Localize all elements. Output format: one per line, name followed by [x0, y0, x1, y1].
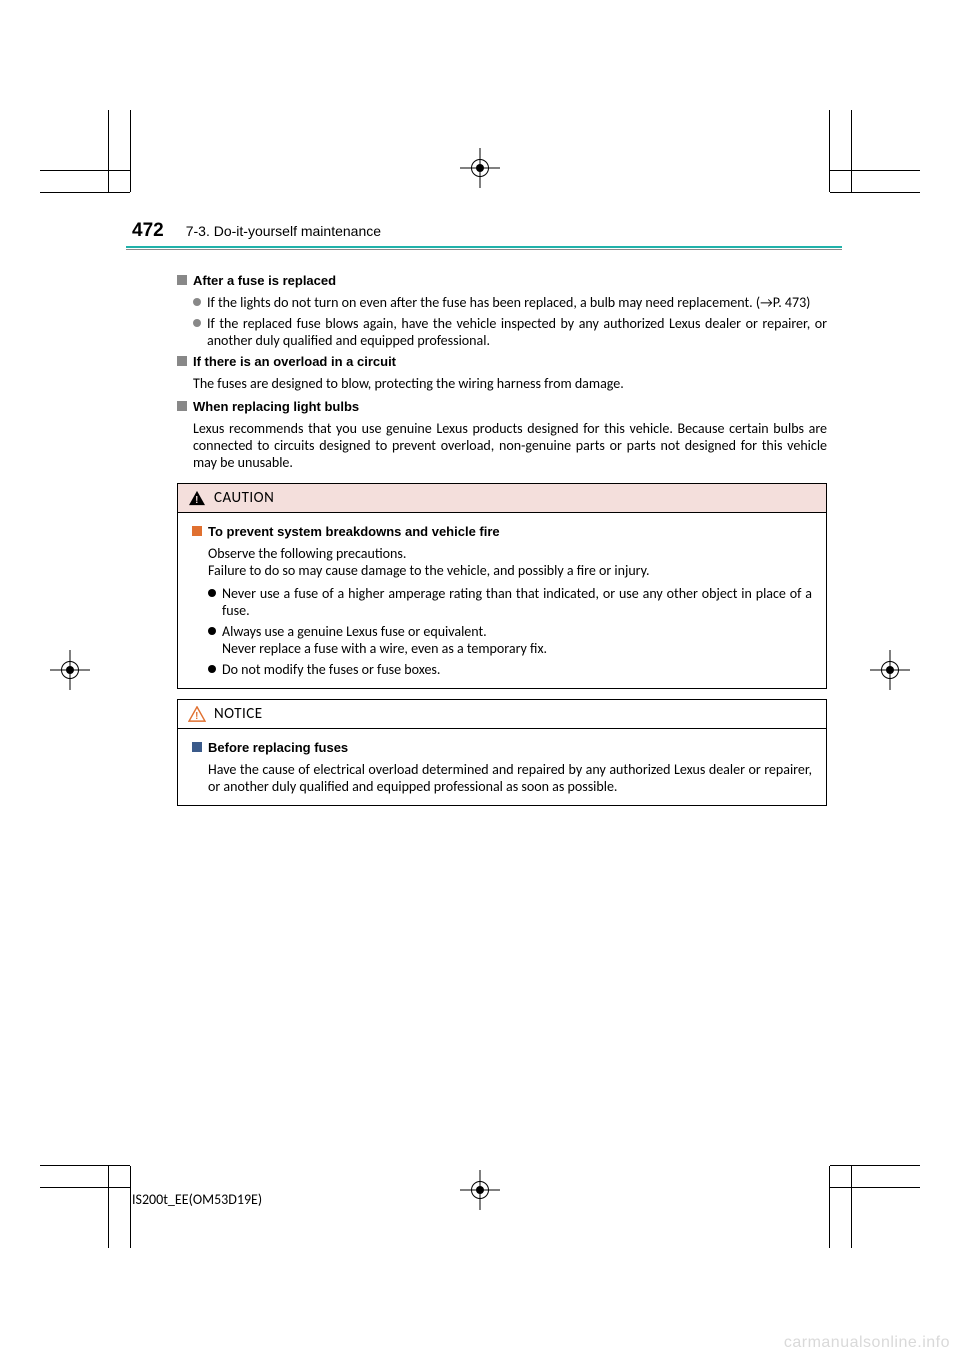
caution-body: To prevent system breakdowns and vehicle…	[178, 513, 826, 688]
square-bullet-icon	[192, 742, 202, 752]
list-item-text: If the replaced fuse blows again, have t…	[207, 315, 827, 349]
regmark-line	[851, 110, 852, 192]
svg-text:!: !	[195, 711, 199, 722]
regmark-line	[830, 192, 920, 193]
dot-bullet-icon	[193, 298, 201, 306]
regmark-line	[40, 1165, 130, 1166]
dot-bullet-icon	[208, 627, 216, 635]
dot-bullet-icon	[193, 319, 201, 327]
caution-box: ! CAUTION To prevent system breakdowns a…	[177, 483, 827, 689]
svg-text:!: !	[195, 495, 199, 506]
paragraph: Lexus recommends that you use genuine Le…	[193, 420, 827, 471]
paragraph: The fuses are designed to blow, protecti…	[193, 375, 827, 392]
list-item: If the replaced fuse blows again, have t…	[193, 315, 827, 349]
regmark-line	[130, 1166, 131, 1248]
page-content: After a fuse is replaced If the lights d…	[177, 272, 827, 806]
paragraph: Failure to do so may cause damage to the…	[208, 562, 812, 579]
paragraph: Have the cause of electrical overload de…	[208, 761, 812, 795]
regmark-line	[829, 110, 830, 192]
dot-bullet-icon	[208, 665, 216, 673]
list-item-text: If the lights do not turn on even after …	[207, 294, 827, 311]
caution-heading-text: To prevent system breakdowns and vehicle…	[208, 524, 500, 539]
caution-header: ! CAUTION	[178, 484, 826, 513]
square-bullet-icon	[177, 356, 187, 366]
section-title: 7-3. Do-it-yourself maintenance	[186, 223, 381, 239]
list-item-text: Always use a genuine Lexus fuse or equiv…	[222, 623, 812, 657]
notice-header: ! NOTICE	[178, 700, 826, 729]
section-heading: When replacing light bulbs	[177, 398, 827, 416]
caution-heading: To prevent system breakdowns and vehicle…	[192, 523, 812, 541]
header-rule	[126, 246, 842, 250]
regmark-line	[830, 1187, 920, 1188]
regmark-line	[830, 1165, 920, 1166]
regmark-line	[40, 192, 130, 193]
footer-code: IS200t_EE(OM53D19E)	[132, 1191, 262, 1208]
regmark-cross-icon	[460, 148, 500, 188]
regmark-line	[130, 110, 131, 192]
notice-heading-text: Before replacing fuses	[208, 740, 348, 755]
list-item-text: Do not modify the fuses or fuse boxes.	[222, 661, 812, 678]
square-bullet-icon	[177, 401, 187, 411]
regmark-line	[40, 170, 130, 171]
warning-triangle-icon: !	[188, 490, 206, 506]
regmark-cross-icon	[870, 650, 910, 690]
notice-body: Before replacing fuses Have the cause of…	[178, 729, 826, 805]
regmark-line	[830, 170, 920, 171]
square-bullet-icon	[177, 275, 187, 285]
regmark-cross-icon	[50, 650, 90, 690]
square-bullet-icon	[192, 526, 202, 536]
dot-bullet-icon	[208, 589, 216, 597]
paragraph: Observe the following precautions.	[208, 545, 812, 562]
section-heading-text: When replacing light bulbs	[193, 399, 359, 414]
list-item: Do not modify the fuses or fuse boxes.	[208, 661, 812, 678]
warning-triangle-outline-icon: !	[188, 706, 206, 722]
page-number: 472	[132, 220, 164, 241]
watermark: carmanualsonline.info	[784, 1334, 950, 1352]
regmark-line	[108, 110, 109, 192]
section-heading: After a fuse is replaced	[177, 272, 827, 290]
section-heading: If there is an overload in a circuit	[177, 353, 827, 371]
list-item: Never use a fuse of a higher amperage ra…	[208, 585, 812, 619]
list-item: If the lights do not turn on even after …	[193, 294, 827, 311]
notice-label: NOTICE	[214, 705, 263, 723]
list-item: Always use a genuine Lexus fuse or equiv…	[208, 623, 812, 657]
caution-label: CAUTION	[214, 489, 274, 507]
notice-box: ! NOTICE Before replacing fuses Have the…	[177, 699, 827, 806]
list-item-text: Never use a fuse of a higher amperage ra…	[222, 585, 812, 619]
page-header: 472 7-3. Do-it-yourself maintenance	[132, 220, 832, 242]
section-heading-text: If there is an overload in a circuit	[193, 354, 396, 369]
regmark-line	[40, 1187, 130, 1188]
regmark-line	[851, 1166, 852, 1248]
regmark-line	[829, 1166, 830, 1248]
regmark-cross-icon	[460, 1170, 500, 1210]
section-heading-text: After a fuse is replaced	[193, 273, 336, 288]
notice-heading: Before replacing fuses	[192, 739, 812, 757]
regmark-line	[108, 1166, 109, 1248]
